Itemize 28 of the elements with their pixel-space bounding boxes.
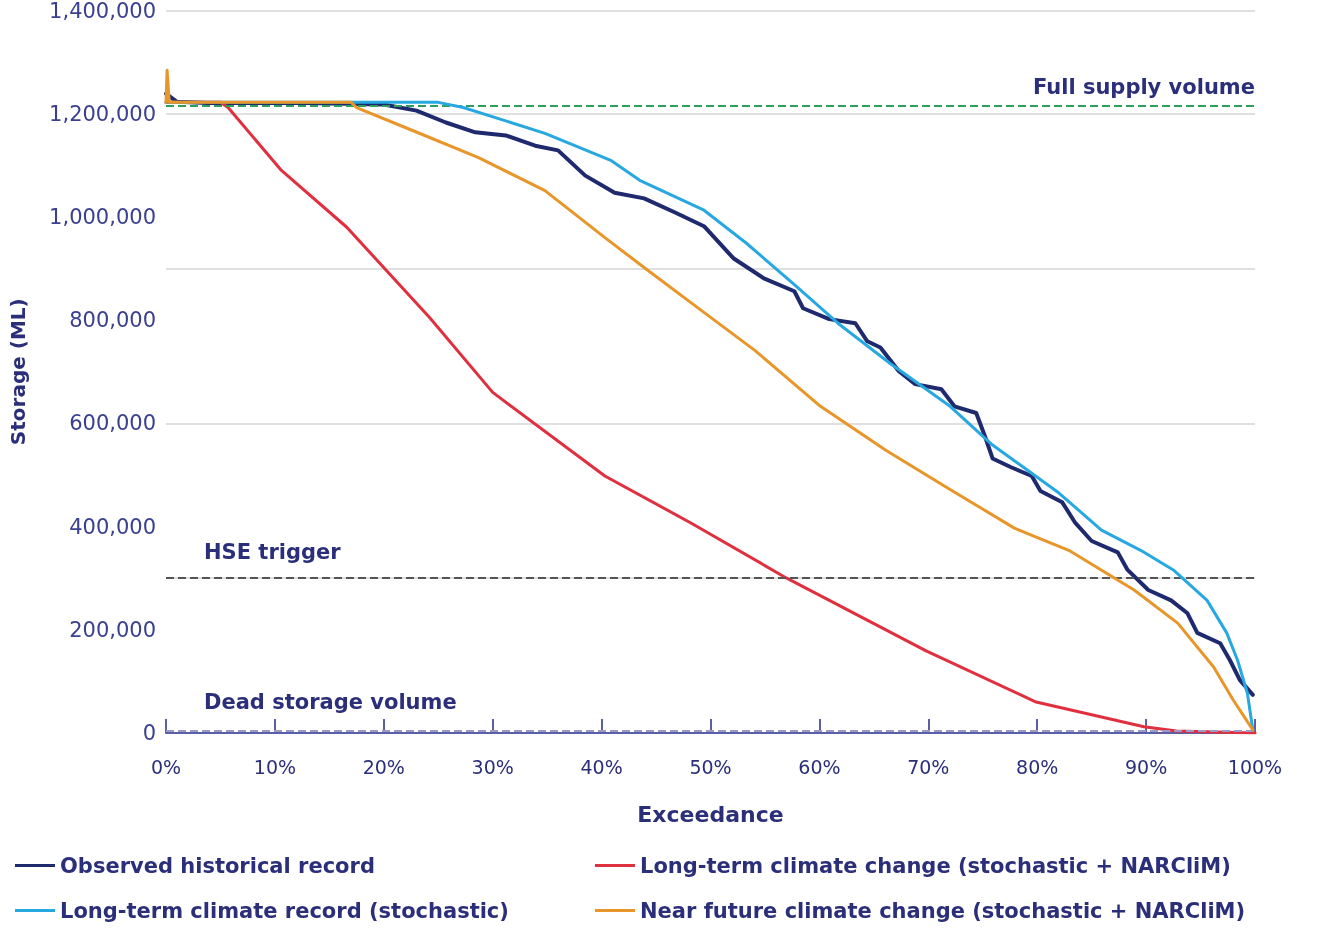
x-tick-label: 40% xyxy=(580,755,623,778)
y-tick-label: 1,200,000 xyxy=(49,101,156,126)
y-tick-label: 200,000 xyxy=(69,617,156,642)
ref-line-label: Full supply volume xyxy=(1032,75,1255,100)
y-tick-label: 400,000 xyxy=(69,514,156,539)
x-tick-label: 20% xyxy=(362,755,405,778)
legend-label: Long-term climate record (stochastic) xyxy=(60,898,509,923)
x-tick-label: 50% xyxy=(689,755,732,778)
x-tick-label: 70% xyxy=(907,755,950,778)
ref-line-label: Dead storage volume xyxy=(204,689,457,714)
y-tick-label: 600,000 xyxy=(69,411,156,436)
y-tick-label: 1,400,000 xyxy=(49,0,156,23)
x-tick-label: 30% xyxy=(471,755,514,778)
x-tick-label: 60% xyxy=(798,755,841,778)
x-axis-title: Exceedance xyxy=(637,801,784,827)
x-tick-label: 10% xyxy=(253,755,297,778)
y-axis-title: Storage (ML) xyxy=(6,298,30,446)
y-tick-label: 0 xyxy=(142,721,156,745)
x-tick-label: 90% xyxy=(1124,755,1168,778)
y-tick-label: 1,000,000 xyxy=(49,204,156,229)
legend-label: Observed historical record xyxy=(60,853,375,878)
x-tick-label: 0% xyxy=(150,755,182,778)
x-tick-label: 80% xyxy=(1016,755,1059,778)
x-tick-label: 100% xyxy=(1227,755,1283,778)
y-tick-label: 800,000 xyxy=(69,308,156,333)
ref-line-label: HSE trigger xyxy=(204,539,342,564)
legend-label: Long-term climate change (stochastic + NARCliM) xyxy=(640,853,1231,878)
legend-label: Near future climate change (stochastic + NARCliM) xyxy=(640,898,1246,923)
